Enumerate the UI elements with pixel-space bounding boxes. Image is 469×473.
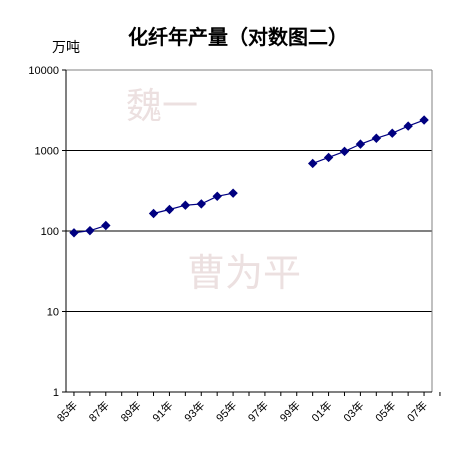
chart-title: 化纤年产量（对数图二）: [128, 25, 348, 49]
axes: [62, 69, 441, 396]
x-tick-label: 97年: [245, 398, 271, 424]
data-point: [101, 220, 111, 231]
data-point: [196, 199, 207, 209]
y-axis-unit-label: 万吨: [52, 40, 80, 56]
y-tick-label: 10000: [28, 65, 59, 77]
data-series: [69, 115, 429, 238]
y-tick-labels: 1 10 100 1000 10000: [28, 65, 59, 399]
data-point: [164, 204, 175, 215]
watermark-2: 曹为平: [187, 251, 301, 295]
data-point: [228, 188, 238, 198]
watermark-1: 魏一: [126, 86, 198, 127]
x-tick-label: 99年: [277, 398, 303, 424]
y-tick-label: 1: [53, 387, 59, 399]
y-tick-label: 100: [41, 226, 59, 238]
data-point: [419, 115, 429, 125]
data-point: [355, 139, 366, 149]
data-point: [307, 158, 318, 169]
data-point: [387, 128, 397, 138]
x-tick-label: 87年: [86, 398, 112, 424]
y-tick-label: 1000: [35, 146, 59, 158]
data-point: [339, 146, 350, 157]
data-point: [85, 225, 95, 236]
x-tick-label: 93年: [181, 398, 207, 424]
x-tick-label: 91年: [149, 398, 175, 424]
x-tick-label: 01年: [308, 398, 334, 424]
x-tick-label: 89年: [117, 398, 143, 424]
x-tick-label: 07年: [404, 398, 430, 424]
watermarks: 魏一 曹为平: [126, 86, 301, 295]
x-tick-label: 03年: [340, 398, 366, 424]
x-tick-label: 95年: [213, 398, 239, 424]
data-point: [69, 228, 79, 238]
data-point: [212, 191, 222, 201]
data-point: [323, 152, 334, 163]
x-tick-label: 85年: [54, 398, 80, 424]
x-tick-label: 05年: [372, 398, 398, 424]
data-point: [371, 133, 382, 143]
data-point: [180, 200, 191, 210]
data-point: [148, 208, 159, 219]
x-tick-labels: 85年 87年 89年 91年 93年 95年 97年 99年 01年 03年 05年 07年: [54, 398, 430, 424]
y-tick-label: 10: [47, 307, 59, 319]
data-point: [403, 121, 413, 131]
